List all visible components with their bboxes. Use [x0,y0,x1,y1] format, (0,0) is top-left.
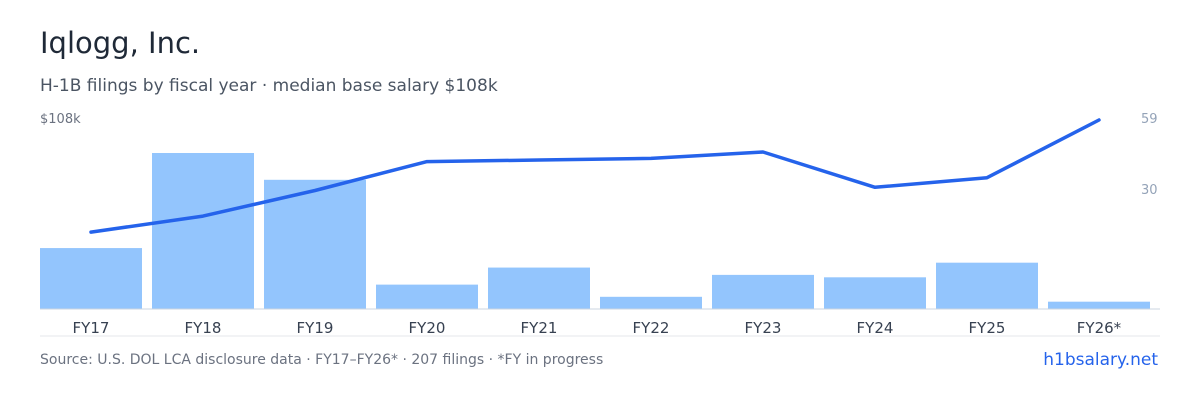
x-tick-label: FY24 [857,319,894,337]
x-tick-label: FY20 [409,319,446,337]
source-note: Source: U.S. DOL LCA disclosure data · F… [40,352,604,368]
left-axis-label: $108k [40,112,81,127]
site-link[interactable]: h1bsalary.net [1043,350,1158,370]
x-tick-label: FY19 [297,319,334,337]
x-tick-label: FY25 [969,319,1006,337]
line-series [89,118,1101,234]
bar-fy21 [488,267,590,309]
x-tick-label: FY26* [1077,319,1122,337]
bar-fy20 [376,284,478,309]
right-axis-tick-mid: 30 [1141,183,1158,198]
bar-fy22 [600,296,702,309]
bar-fy18 [152,153,254,309]
salary-line [89,118,1101,234]
x-tick-label: FY18 [185,319,222,337]
bar-series [40,153,1150,309]
bar-fy25 [936,262,1038,309]
page-title: Iqlogg, Inc. [40,26,201,60]
x-axis-ticks: FY17 FY18 FY19 FY20 FY21 FY22 FY23 FY24 FY25 FY26… [73,319,1122,337]
x-tick-label: FY17 [73,319,110,337]
right-axis-tick-top: 59 [1141,112,1158,127]
bar-fy24 [824,277,926,309]
x-tick-label: FY23 [745,319,782,337]
x-tick-label: FY21 [521,319,558,337]
page-subtitle: H-1B filings by fiscal year · median bas… [40,76,498,96]
bar-fy23 [712,274,814,309]
bar-fy19 [264,179,366,309]
x-tick-label: FY22 [633,319,670,337]
bar-fy26-partial [1048,301,1150,309]
bar-fy17 [40,248,142,309]
